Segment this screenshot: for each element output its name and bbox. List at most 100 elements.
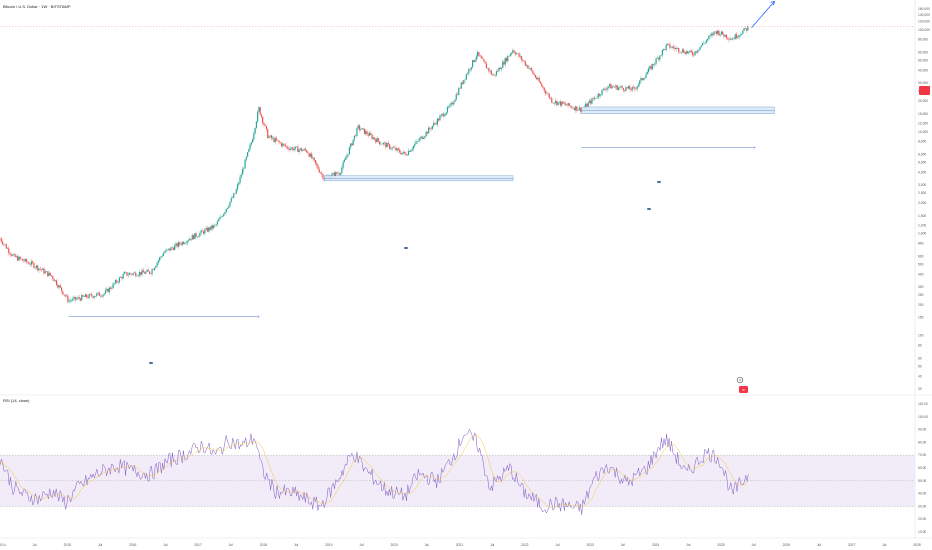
- candle-body: [179, 242, 181, 245]
- candle-body: [727, 38, 729, 39]
- price-tick-label: 100,000: [918, 28, 930, 32]
- candle-body: [98, 292, 100, 296]
- candle-body: [730, 38, 733, 40]
- candle-body: [13, 254, 15, 255]
- candle-body: [288, 148, 290, 150]
- candle-body: [270, 135, 273, 139]
- candle-body: [107, 288, 109, 293]
- candle-body: [424, 136, 426, 138]
- candle-body: [739, 34, 741, 36]
- price-axis[interactable]: 160,000 140,000 120,000 100,000 80,000 60,000…: [918, 7, 930, 391]
- candle-body: [434, 123, 436, 124]
- candle-body: [504, 57, 506, 65]
- candle-body: [499, 67, 501, 70]
- rsi-axis[interactable]: 110.00 100.00 90.00 80.00 70.00 60.00 50.00 40.…: [918, 402, 928, 534]
- candle-body: [289, 148, 291, 150]
- candle-body: [572, 107, 574, 109]
- candle-body: [522, 60, 524, 61]
- candle-body: [117, 282, 119, 283]
- candle-body: [156, 262, 158, 267]
- candle-body: [614, 86, 616, 88]
- candle-body: [23, 260, 25, 262]
- price-tick-label: 800: [918, 242, 924, 246]
- candle-body: [483, 59, 485, 62]
- candle-body: [641, 78, 643, 80]
- candle-body: [34, 267, 36, 269]
- candle-body: [358, 125, 361, 130]
- candle-body: [538, 77, 540, 82]
- candle-body: [714, 31, 716, 32]
- rsi-line: [0, 428, 749, 516]
- candle-body: [494, 74, 496, 76]
- candle-body: [160, 256, 162, 258]
- gear-icon[interactable]: ⚙: [739, 386, 748, 393]
- candle-body: [378, 141, 381, 145]
- candle-body: [580, 107, 582, 112]
- range-label-2015[interactable]: [149, 362, 153, 364]
- candle-body: [24, 258, 26, 262]
- time-axis[interactable]: 2014 Jul 2015 Jul 2016 Jul 2017 Jul 2018 Jul 2019 J…: [0, 543, 921, 547]
- candle-body: [539, 81, 542, 84]
- candle-body: [123, 272, 126, 274]
- candle-body: [484, 61, 486, 64]
- candle-body: [512, 50, 514, 53]
- candle-body: [277, 140, 279, 141]
- candle-body: [28, 262, 30, 265]
- candle-body: [370, 133, 372, 135]
- candle-body: [536, 77, 538, 80]
- candle-body: [187, 240, 190, 242]
- price-tick-label: 80: [918, 344, 922, 348]
- candle-body: [52, 276, 54, 279]
- candle-body: [228, 206, 230, 208]
- candle-body: [728, 38, 730, 40]
- candle-body: [693, 55, 695, 56]
- candle-body: [141, 270, 143, 275]
- candle-body: [631, 86, 633, 91]
- range-label-2022b[interactable]: [647, 208, 651, 210]
- price-tick-label: 20,000: [918, 99, 928, 103]
- candle-body: [685, 51, 687, 55]
- range-label-2019[interactable]: [404, 247, 408, 249]
- candle-body: [185, 243, 187, 244]
- price-tick-label: 2,000: [918, 201, 926, 205]
- candle-body: [336, 172, 338, 174]
- candle-body: [562, 101, 564, 104]
- candle-body: [292, 147, 294, 151]
- candle-body: [554, 100, 557, 104]
- candle-body: [747, 26, 749, 31]
- candle-body: [718, 30, 720, 36]
- candle-body: [596, 97, 598, 99]
- candle-body: [630, 89, 632, 91]
- candle-body: [303, 148, 305, 151]
- time-tick-label: Jul: [294, 543, 298, 547]
- candle-body: [637, 84, 640, 87]
- candle-body: [421, 136, 423, 139]
- candle-body: [502, 61, 504, 68]
- candle-body: [363, 128, 366, 134]
- candle-body: [153, 267, 156, 270]
- candle-body: [487, 67, 489, 69]
- candle-body: [558, 101, 560, 103]
- candle-body: [316, 163, 318, 166]
- candle-body: [703, 42, 705, 44]
- candle-body: [18, 256, 20, 261]
- candle-body: [663, 48, 665, 51]
- candle-body: [440, 114, 442, 117]
- range-label-2022a[interactable]: [657, 181, 661, 183]
- candle-body: [50, 275, 53, 277]
- candle-body: [88, 294, 90, 298]
- candle-body: [412, 145, 415, 149]
- rsi-tick-label: 60.00: [918, 466, 926, 470]
- price-tick-label: 120,000: [918, 20, 930, 24]
- candle-body: [318, 169, 320, 173]
- alert-icon[interactable]: [736, 376, 744, 384]
- time-tick-label: Jul: [882, 543, 886, 547]
- candle-body: [4, 244, 6, 245]
- candle-body: [81, 295, 83, 301]
- candle-body: [312, 157, 314, 159]
- candle-body: [533, 73, 535, 75]
- candle-body: [640, 78, 642, 81]
- candle-body: [553, 103, 555, 104]
- candle-body: [216, 221, 219, 225]
